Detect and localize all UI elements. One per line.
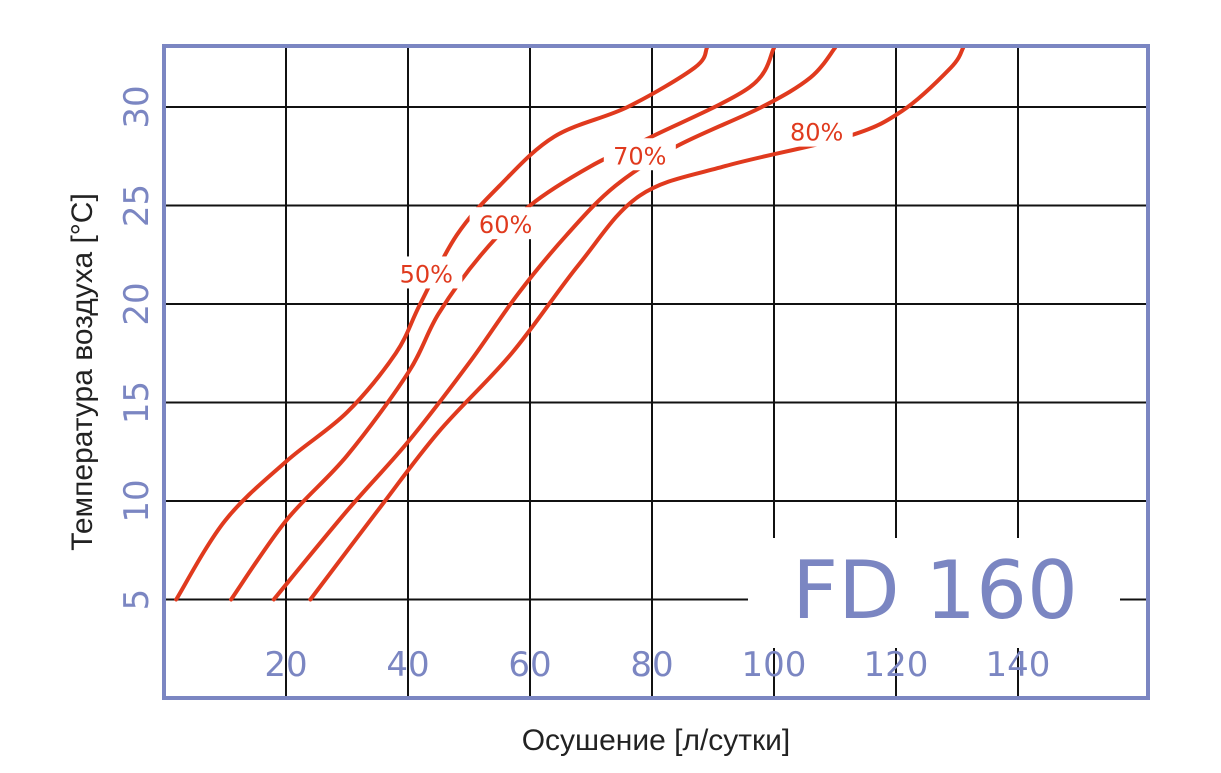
- curve-label-80: 80%: [790, 119, 843, 147]
- curve-label-background-50: [390, 256, 463, 289]
- x-tick-label-60: 60: [508, 645, 551, 685]
- x-tick-label-20: 20: [264, 645, 307, 685]
- curve-labels: 50% 60% 70% 80%: [390, 114, 853, 289]
- model-label-background: [748, 538, 1120, 648]
- x-tick-label-100: 100: [742, 645, 807, 685]
- curve-60: [229, 45, 776, 602]
- x-tick-label-40: 40: [386, 645, 429, 685]
- curve-label-50: 50%: [400, 260, 453, 288]
- curve-80: [308, 45, 966, 602]
- y-tick-label-10: 10: [117, 479, 157, 522]
- x-axis-title: Осушение [л/сутки]: [522, 724, 791, 757]
- grid-lines: [164, 46, 1148, 698]
- x-tick-label-120: 120: [864, 645, 929, 685]
- plot-area: 50% 60% 70% 80%: [164, 45, 1148, 698]
- model-label: FD 160: [792, 544, 1078, 637]
- curve-50: [174, 45, 709, 602]
- curve-label-background-80: [780, 114, 853, 147]
- x-tick-labels: 20 40 60 80 100 120 140: [264, 645, 1050, 685]
- y-tick-label-20: 20: [117, 282, 157, 325]
- y-tick-label-5: 5: [117, 589, 157, 611]
- curve-label-70: 70%: [613, 142, 666, 170]
- y-tick-label-25: 25: [117, 184, 157, 227]
- curve-label-background-60: [469, 207, 542, 240]
- curve-70: [271, 45, 837, 602]
- y-tick-labels: 5 10 15 20 25 30: [117, 85, 157, 610]
- y-axis-title: Температура воздуха [°C]: [66, 193, 99, 551]
- y-tick-label-15: 15: [117, 381, 157, 424]
- x-tick-label-140: 140: [986, 645, 1051, 685]
- curve-label-60: 60%: [479, 211, 532, 239]
- x-tick-label-80: 80: [630, 645, 673, 685]
- curve-label-background-70: [603, 138, 676, 171]
- plot-frame: [162, 44, 1150, 700]
- y-tick-label-30: 30: [117, 85, 157, 128]
